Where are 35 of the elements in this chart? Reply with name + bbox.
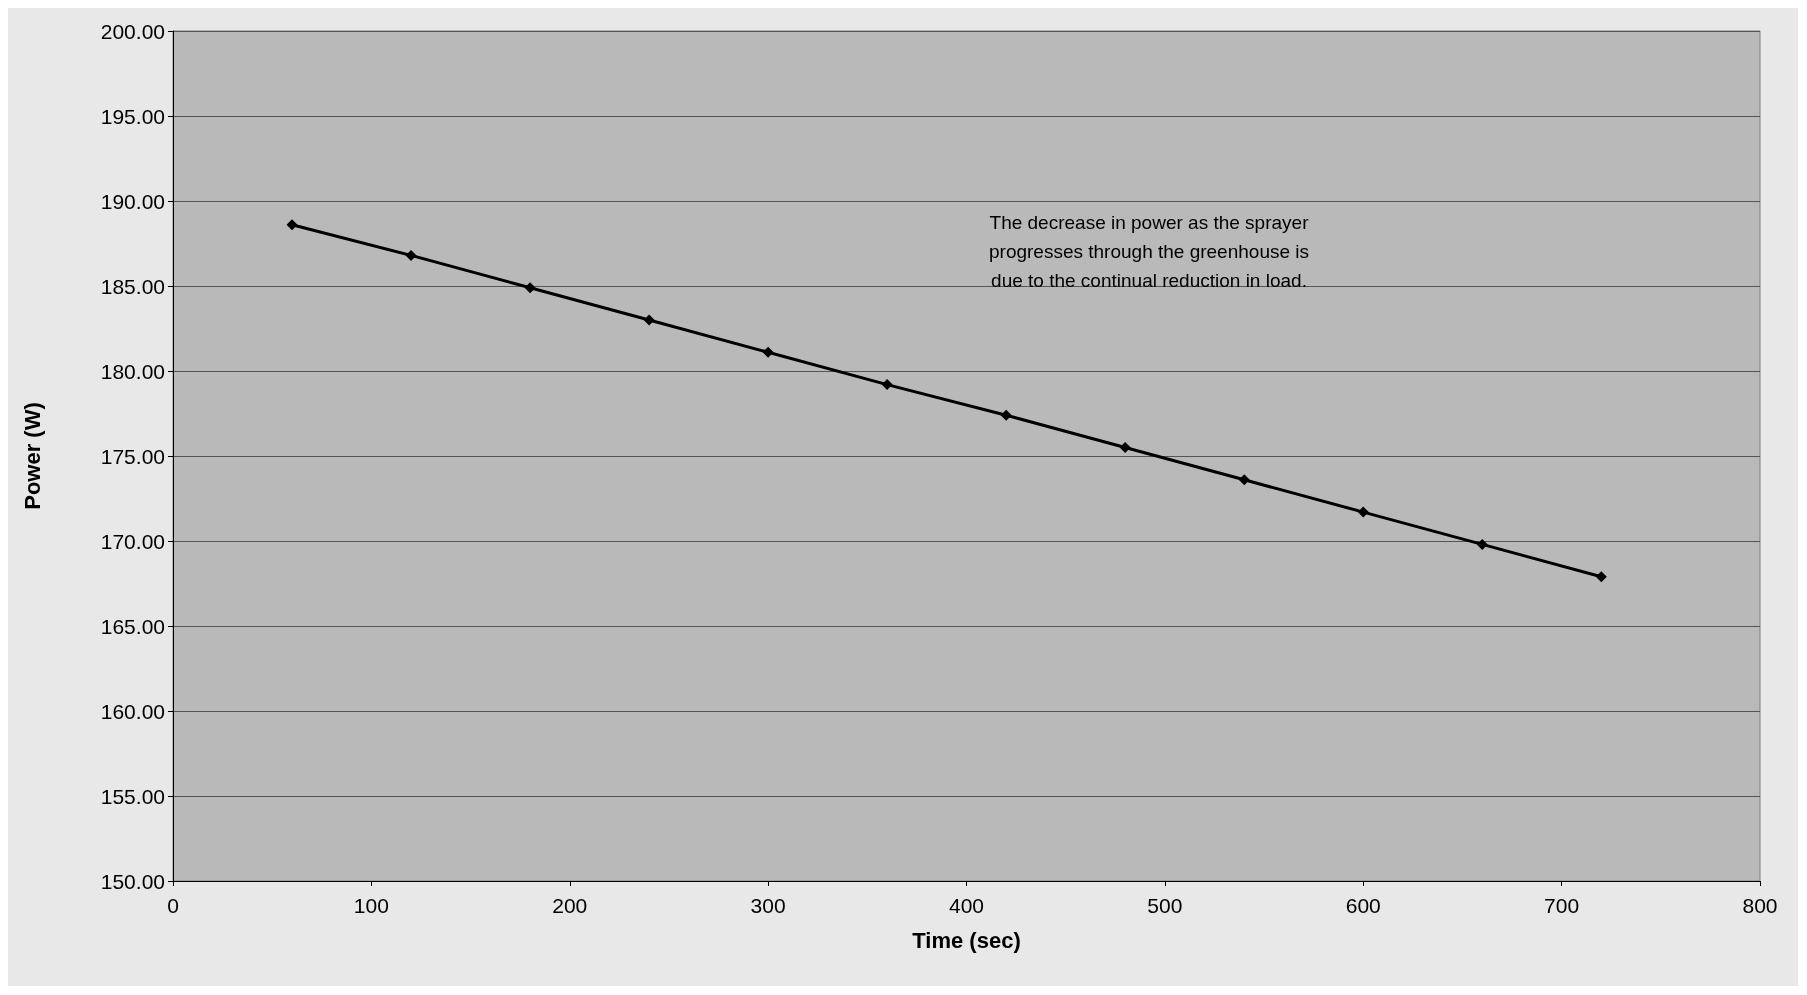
y-axis-title: Power (W) bbox=[19, 402, 45, 510]
point bbox=[405, 249, 417, 261]
y-tick-label: 200.00 bbox=[100, 19, 165, 43]
y-tick-label: 175.00 bbox=[100, 444, 165, 468]
y-tick-label: 160.00 bbox=[100, 699, 165, 723]
point bbox=[643, 314, 655, 326]
point bbox=[881, 379, 893, 391]
y-tick-label: 185.00 bbox=[100, 274, 165, 298]
annotation: The decrease in power as the sprayer progresses through the greenhouse is due to the continual reduction in load. bbox=[988, 212, 1310, 291]
x-axis-title: Time (sec) bbox=[912, 927, 1021, 953]
y-tick-label: 170.00 bbox=[100, 529, 165, 553]
x-tick-label: 0 bbox=[167, 894, 179, 917]
point bbox=[1595, 571, 1607, 583]
point bbox=[1119, 442, 1131, 453]
x-tick-label: 800 bbox=[1742, 894, 1778, 917]
x-tick-label: 300 bbox=[750, 894, 786, 917]
x-tick-label: 200 bbox=[552, 894, 588, 917]
point bbox=[1238, 474, 1250, 486]
x-tick-label: 400 bbox=[948, 894, 985, 917]
point bbox=[762, 346, 774, 358]
y-tick-label: 150.00 bbox=[100, 869, 165, 893]
x-tick-label: 700 bbox=[1544, 894, 1580, 917]
y-tick-label: 165.00 bbox=[100, 614, 165, 638]
point bbox=[524, 282, 536, 294]
point bbox=[286, 219, 298, 231]
y-tick-label: 195.00 bbox=[100, 104, 165, 128]
x-tick-label: 100 bbox=[353, 894, 389, 917]
x-tick-label: 500 bbox=[1147, 894, 1183, 917]
y-tick-label: 155.00 bbox=[100, 784, 165, 808]
point bbox=[1357, 506, 1369, 518]
y-tick-label: 180.00 bbox=[100, 359, 165, 383]
point bbox=[1476, 538, 1488, 550]
y-tick-label: 190.00 bbox=[100, 189, 165, 213]
point bbox=[1000, 409, 1012, 421]
x-tick-label: 600 bbox=[1345, 894, 1381, 917]
